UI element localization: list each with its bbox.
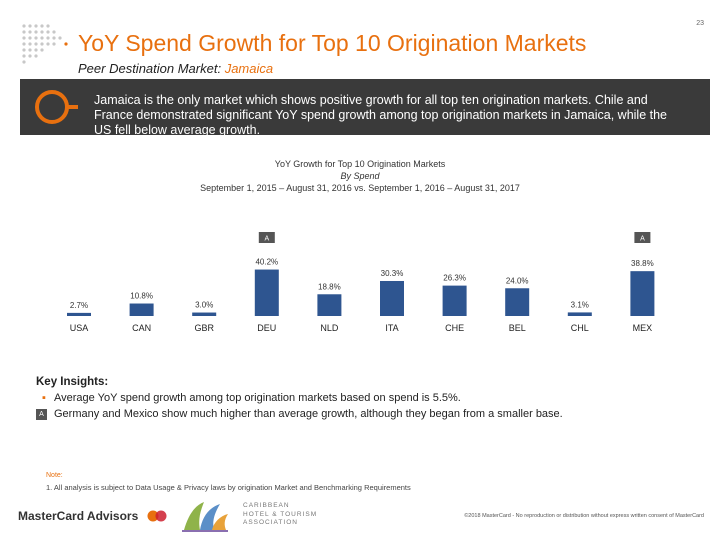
bar-chl <box>567 312 592 316</box>
tick-label-chl: CHL <box>571 323 589 333</box>
data-label-ita: 30.3% <box>381 269 404 278</box>
copyright-text: ©2018 MasterCard - No reproduction or di… <box>464 513 704 519</box>
chart-subtitle: By Spend <box>340 171 380 181</box>
bar-ita <box>380 280 404 316</box>
bar-deu <box>254 269 279 316</box>
insight-banner: Jamaica is the only market which shows p… <box>20 79 710 137</box>
growth-bar-chart: 2.7% USA 10.8% CAN 3.0% GBR 40.2% DEU A 18.8% NLD 3… <box>67 232 655 333</box>
page-title: YoY Spend Growth for Top 10 Origination … <box>78 30 587 56</box>
square-bullet-icon: ▪ <box>42 392 46 404</box>
bar-usa <box>67 312 91 316</box>
insights-heading: Key Insights: <box>36 376 109 388</box>
insight-text-high-growth: Germany and Mexico show much higher than… <box>54 408 563 420</box>
chta-line-1: CARIBBEAN <box>243 502 290 509</box>
a-badge-icon: A <box>36 408 47 420</box>
bar-mex <box>630 271 655 316</box>
insight-text-average: Average YoY spend growth among top origi… <box>54 392 461 404</box>
banner-text: Jamaica is the only market which shows p… <box>94 93 668 137</box>
data-label-mex: 38.8% <box>631 259 654 268</box>
brand-name: MasterCard Advisors <box>18 509 139 523</box>
circle-arrow-icon <box>35 90 78 124</box>
data-label-chl: 3.1% <box>571 300 589 309</box>
bar-che <box>442 285 467 316</box>
tick-label-can: CAN <box>132 323 151 333</box>
tick-label-nld: NLD <box>320 323 339 333</box>
note-label: Note: <box>46 472 63 479</box>
data-label-gbr: 3.0% <box>195 301 213 310</box>
mastercard-advisors-logo: MasterCard Advisors <box>18 507 171 525</box>
chart-title-block: YoY Growth for Top 10 Origination Market… <box>0 158 720 194</box>
bar-can <box>129 303 154 316</box>
insight-item-average: ▪ Average YoY spend growth among top ori… <box>36 390 676 406</box>
chart-title: YoY Growth for Top 10 Origination Market… <box>274 159 446 169</box>
chta-logo-icon <box>182 502 228 532</box>
chta-line-3: ASSOCIATION <box>243 519 298 526</box>
key-insights: Key Insights: ▪ Average YoY spend growth… <box>36 374 676 422</box>
tick-label-ita: ITA <box>385 323 398 333</box>
tick-label-gbr: GBR <box>194 323 214 333</box>
chart-period: September 1, 2015 – August 31, 2016 vs. … <box>200 183 520 193</box>
data-label-can: 10.8% <box>130 292 153 301</box>
badge-mex: A <box>634 232 651 243</box>
tick-label-mex: MEX <box>633 323 653 333</box>
tick-label-bel: BEL <box>509 323 526 333</box>
data-label-che: 26.3% <box>443 274 466 283</box>
page-subtitle: Peer Destination Market: Jamaica <box>78 61 273 76</box>
tick-label-deu: DEU <box>257 323 276 333</box>
data-label-deu: 40.2% <box>255 258 278 267</box>
bar-nld <box>317 294 342 316</box>
bar-bel <box>505 288 530 316</box>
tick-label-che: CHE <box>445 323 464 333</box>
chta-line-2: HOTEL & TOURISM <box>243 510 318 518</box>
svg-text:A: A <box>264 236 269 243</box>
insight-item-high-growth: A Germany and Mexico show much higher th… <box>36 406 676 422</box>
page-number: 23 <box>696 20 704 27</box>
decorative-dots <box>22 24 68 64</box>
note-text: 1. All analysis is subject to Data Usage… <box>46 483 411 492</box>
data-label-usa: 2.7% <box>70 301 88 310</box>
chta-text: CARIBBEAN HOTEL & TOURISM ASSOCIATION <box>243 502 317 528</box>
bar-gbr <box>192 312 217 316</box>
data-label-bel: 24.0% <box>506 276 529 285</box>
svg-text:A: A <box>640 236 645 243</box>
data-label-nld: 18.8% <box>318 282 341 291</box>
subtitle-prefix: Peer Destination Market: <box>78 61 225 76</box>
mastercard-circles-icon <box>147 510 167 522</box>
tick-label-usa: USA <box>70 323 89 333</box>
subtitle-market: Jamaica <box>224 61 274 76</box>
badge-deu: A <box>258 232 275 243</box>
